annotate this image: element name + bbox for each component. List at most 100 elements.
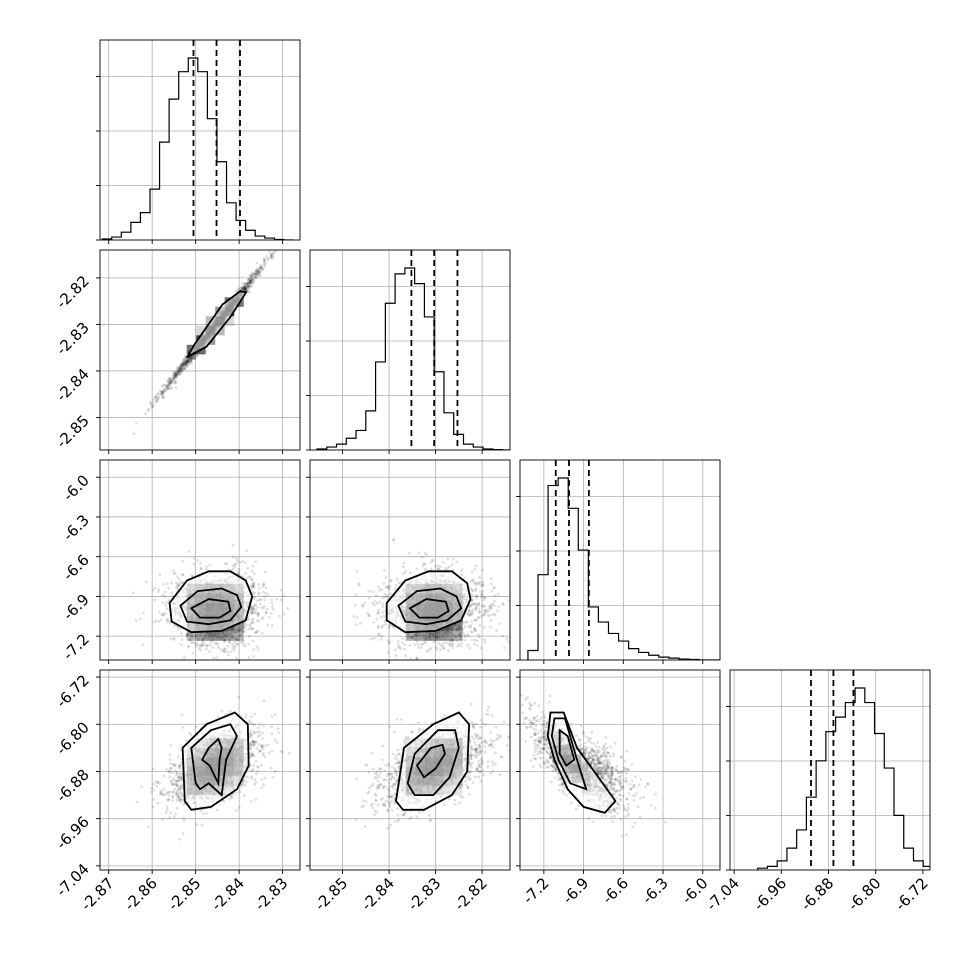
sample-point <box>270 749 274 753</box>
sample-point <box>186 360 189 363</box>
sample-point <box>451 642 455 646</box>
sample-point <box>244 561 247 564</box>
sample-point <box>258 270 262 274</box>
sample-point <box>179 369 183 373</box>
sample-point <box>150 406 154 410</box>
sample-point <box>377 633 380 637</box>
sample-point <box>177 578 181 581</box>
contour-line <box>168 570 254 634</box>
sample-point <box>243 286 247 290</box>
sample-point <box>234 637 237 641</box>
sample-point <box>246 284 250 288</box>
sample-point <box>252 743 256 747</box>
sample-point <box>183 362 187 366</box>
sample-point <box>175 773 178 777</box>
sample-point <box>384 586 388 589</box>
sample-point <box>150 786 154 790</box>
sample-point <box>180 367 184 371</box>
sample-point <box>208 650 211 653</box>
sample-point <box>191 640 195 644</box>
sample-point <box>507 640 510 644</box>
sample-point <box>164 603 168 607</box>
sample-point <box>189 733 193 737</box>
sample-point <box>471 608 475 611</box>
sample-point <box>492 586 495 590</box>
sample-point <box>357 582 361 585</box>
sample-point <box>392 537 396 541</box>
sample-point <box>377 608 381 612</box>
sample-point <box>249 276 253 280</box>
sample-point <box>192 356 196 360</box>
sample-point <box>256 270 260 274</box>
sample-point <box>173 374 177 378</box>
density-cell <box>434 631 444 641</box>
sample-point <box>153 396 157 400</box>
sample-point <box>194 634 198 637</box>
sample-point <box>179 643 183 647</box>
sample-point <box>466 643 470 647</box>
sample-point <box>262 261 266 264</box>
sample-point <box>474 596 478 600</box>
sample-point <box>181 573 185 577</box>
sample-point <box>251 585 255 588</box>
sample-point <box>496 592 500 596</box>
sample-point <box>190 636 194 639</box>
sample-point <box>178 797 182 801</box>
sample-point <box>254 270 257 274</box>
sample-point <box>448 642 451 645</box>
sample-point <box>429 647 433 651</box>
sample-point <box>446 566 450 570</box>
sample-point <box>157 620 161 623</box>
sample-point <box>429 560 433 564</box>
sample-point <box>189 359 193 363</box>
sample-point <box>182 364 186 368</box>
sample-point <box>295 222 298 225</box>
sample-point <box>177 369 181 373</box>
sample-point <box>180 367 184 371</box>
sample-point <box>247 634 251 638</box>
sample-point <box>469 613 473 616</box>
sample-point <box>440 644 444 648</box>
sample-point <box>171 378 175 382</box>
sample-point <box>376 624 380 628</box>
sample-point <box>455 639 459 643</box>
sample-point <box>458 625 462 628</box>
sample-point <box>247 575 250 579</box>
sample-point <box>241 286 245 290</box>
sample-point <box>215 656 219 660</box>
sample-point <box>239 627 242 631</box>
sample-point <box>191 356 194 360</box>
sample-point <box>257 271 260 275</box>
sample-point <box>208 632 211 636</box>
sample-point <box>252 611 255 615</box>
sample-point <box>473 629 477 632</box>
sample-point <box>174 375 178 379</box>
sample-point <box>252 739 255 743</box>
sample-point <box>276 727 280 731</box>
sample-point <box>234 809 238 812</box>
sample-point <box>251 584 255 588</box>
sample-point <box>174 380 177 384</box>
sample-point <box>410 635 413 639</box>
sample-point <box>173 376 177 379</box>
sample-point <box>241 630 244 634</box>
sample-point <box>178 367 182 371</box>
sample-point <box>455 628 459 632</box>
sample-point <box>260 778 264 781</box>
sample-point <box>178 366 182 370</box>
density-cell <box>415 631 425 641</box>
sample-point <box>373 600 377 603</box>
sample-point <box>251 607 255 611</box>
sample-point <box>252 597 256 600</box>
sample-point <box>489 604 493 608</box>
density-cell <box>234 621 244 632</box>
sample-point <box>196 558 200 562</box>
sample-point <box>408 657 412 660</box>
sample-point <box>422 562 426 566</box>
sample-point <box>444 635 448 638</box>
sample-point <box>180 785 183 789</box>
sample-point <box>424 641 428 645</box>
sample-point <box>474 581 478 585</box>
sample-point <box>253 275 256 279</box>
sample-point <box>447 649 450 652</box>
